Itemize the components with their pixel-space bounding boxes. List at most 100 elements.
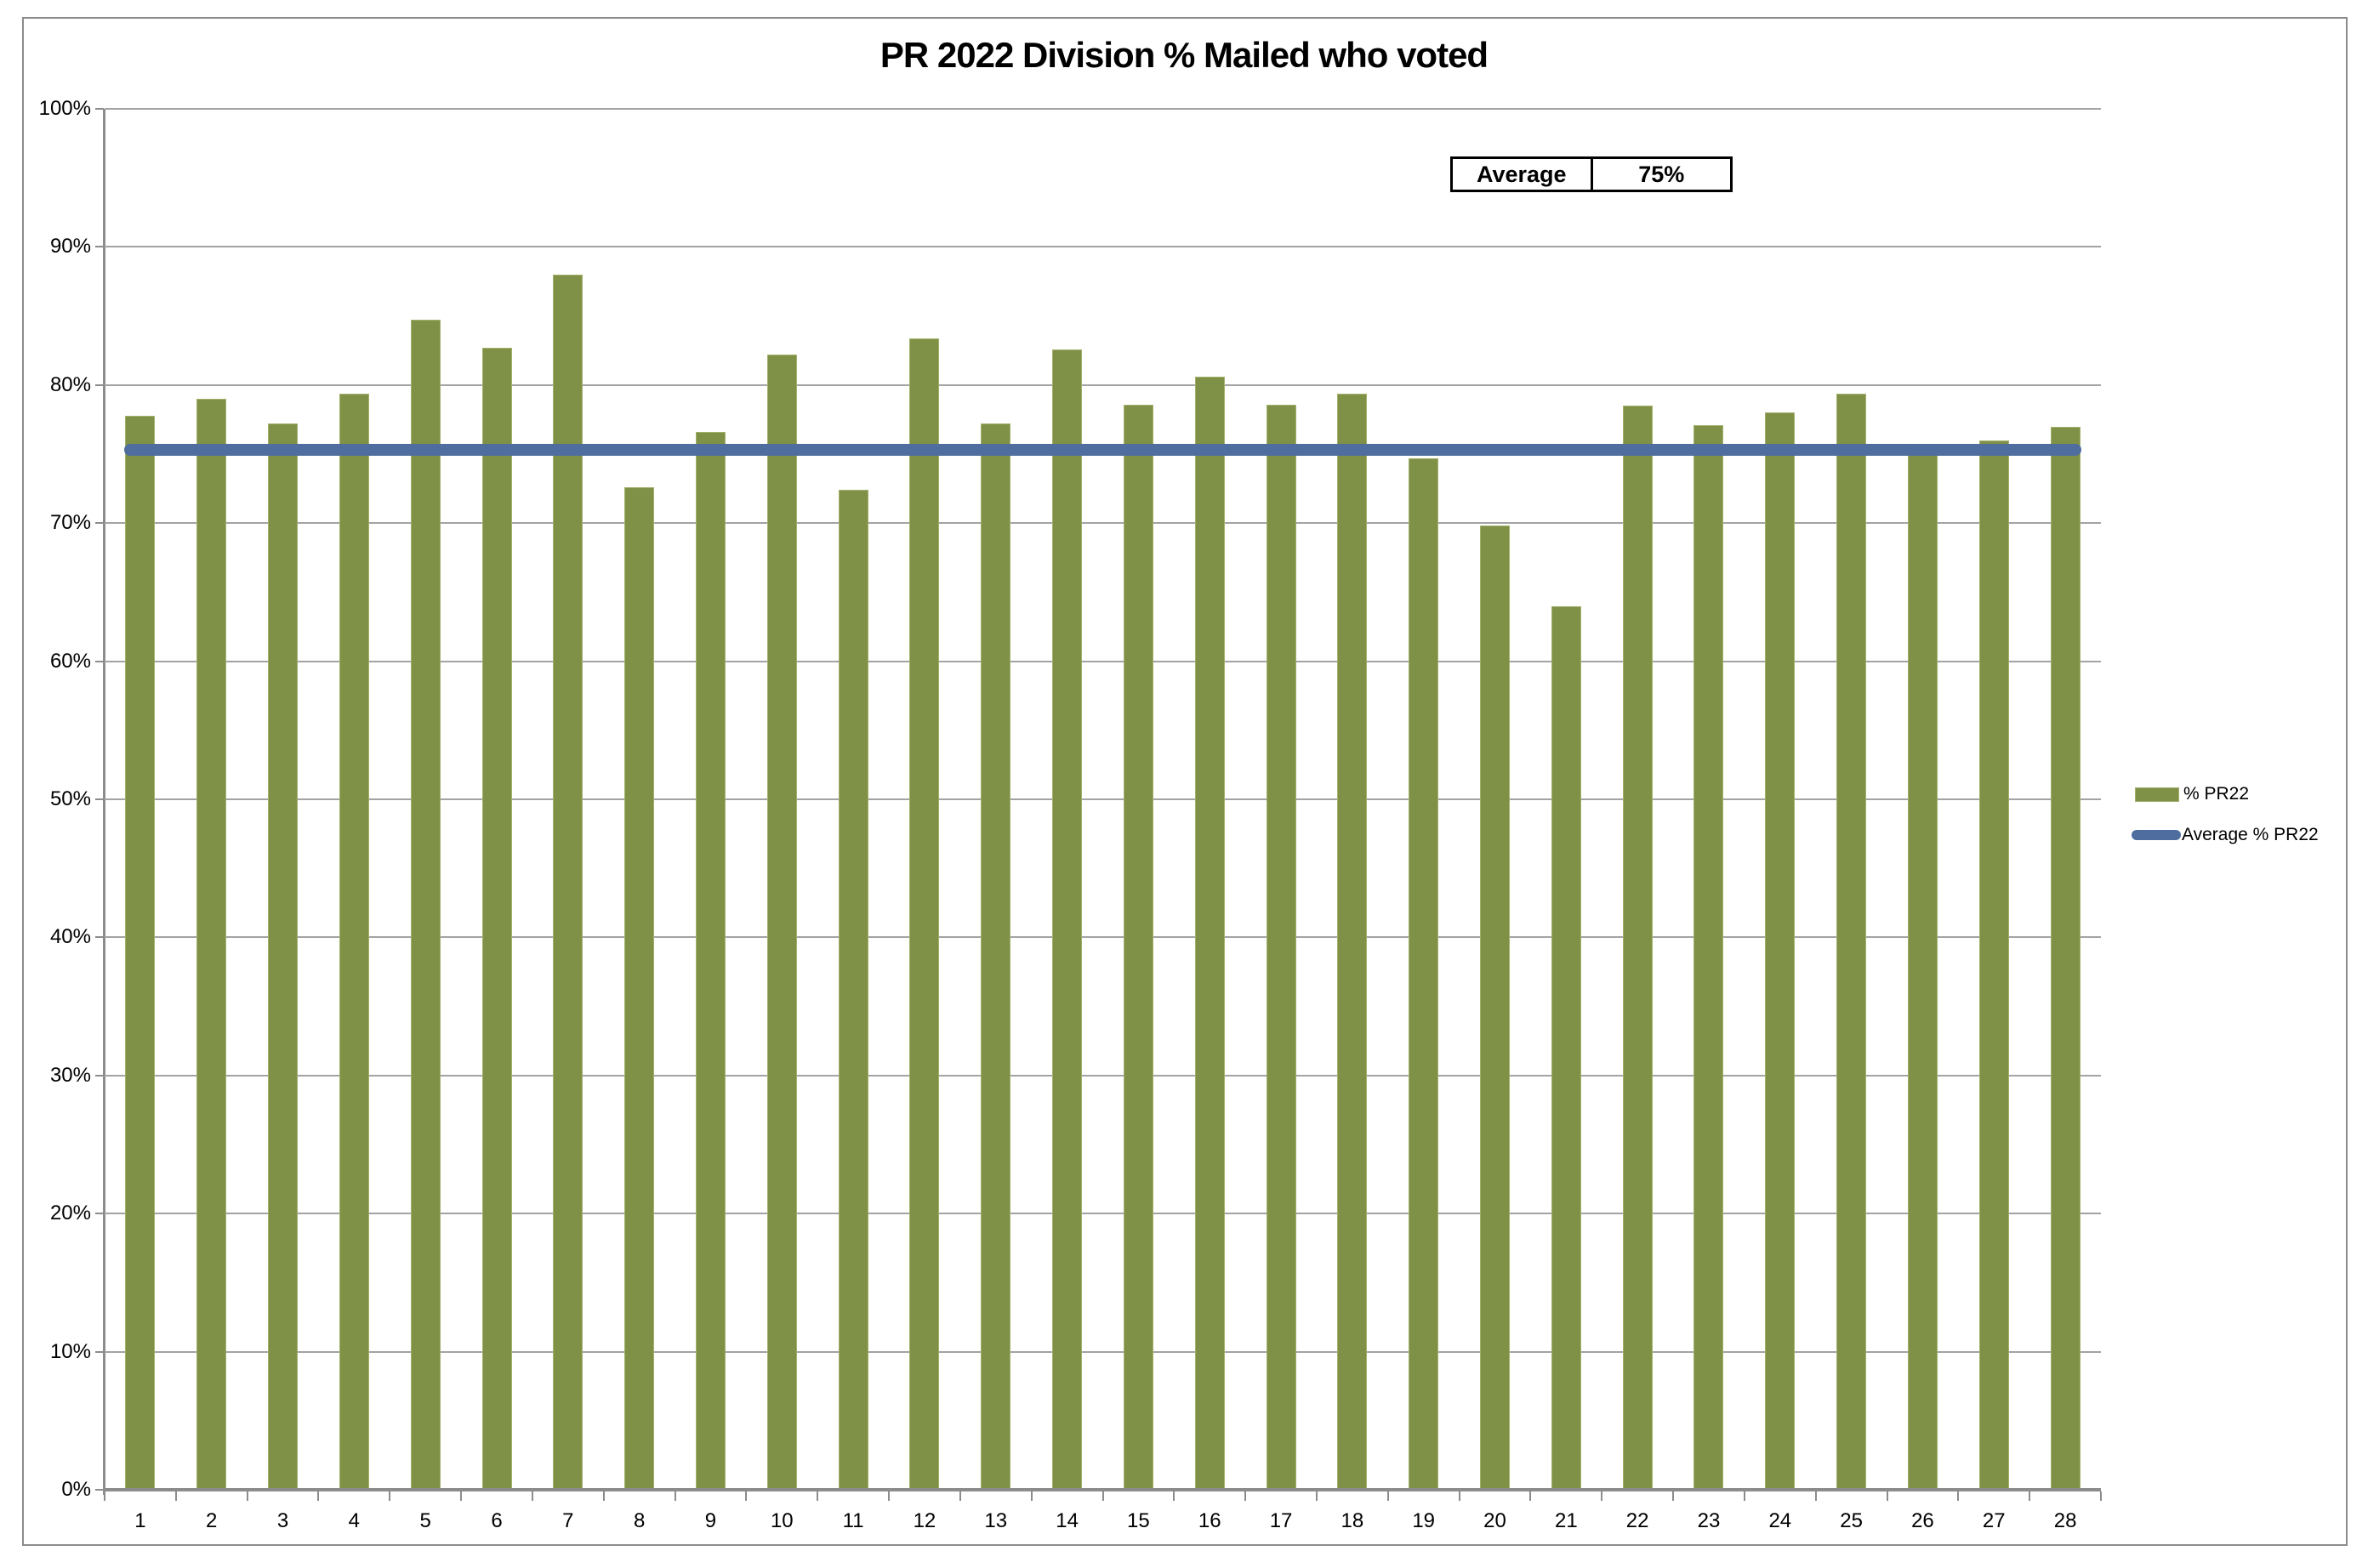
bar-division-5[interactable] [410, 320, 441, 1490]
y-axis-tick [95, 798, 104, 800]
bar-division-28[interactable] [2050, 426, 2081, 1490]
bar-division-17[interactable] [1266, 404, 1296, 1490]
x-axis-tick [1030, 1491, 1033, 1501]
gridline-80% [105, 383, 2101, 386]
gridline-60% [105, 660, 2101, 662]
x-axis-tick [817, 1491, 819, 1501]
x-axis-tick [1386, 1491, 1389, 1501]
bar-division-22[interactable] [1622, 406, 1653, 1490]
legend-item-average-pr22[interactable]: Average % PR22 [2132, 826, 2319, 844]
x-axis-label-19: 19 [1412, 1509, 1436, 1532]
x-axis-tick [1814, 1491, 1817, 1501]
y-axis-tick [95, 108, 104, 110]
x-axis-label-12: 12 [913, 1509, 936, 1532]
legend-item-pr22[interactable]: % PR22 [2135, 785, 2249, 804]
x-axis-tick [2029, 1491, 2031, 1501]
y-axis-label-50%: 50% [49, 787, 91, 810]
average-table-value-cell: 75% [1638, 161, 1685, 187]
x-axis-tick [531, 1491, 533, 1501]
x-axis-tick [745, 1491, 748, 1501]
y-axis-label-80%: 80% [49, 372, 91, 396]
x-axis-label-13: 13 [984, 1509, 1008, 1532]
bar-division-13[interactable] [981, 423, 1011, 1490]
bar-division-9[interactable] [695, 432, 726, 1490]
y-axis-tick [95, 936, 104, 939]
y-axis-tick [95, 1350, 104, 1353]
x-axis-tick [104, 1491, 105, 1501]
bar-division-10[interactable] [766, 355, 797, 1490]
bar-division-1[interactable] [125, 415, 156, 1490]
x-axis-tick [888, 1491, 891, 1501]
bar-series-swatch-icon [2135, 787, 2179, 802]
x-axis-label-27: 27 [1982, 1509, 2006, 1532]
x-axis-label-3: 3 [276, 1509, 289, 1532]
y-axis-line [103, 109, 105, 1495]
x-axis-label-18: 18 [1341, 1509, 1364, 1532]
x-axis-label-20: 20 [1483, 1509, 1506, 1532]
bar-division-16[interactable] [1194, 377, 1225, 1490]
x-axis-label-6: 6 [491, 1509, 503, 1532]
y-axis-label-70%: 70% [49, 511, 91, 535]
gridline-100% [105, 108, 2101, 110]
x-axis-tick [1173, 1491, 1175, 1501]
y-axis-label-90%: 90% [49, 235, 91, 258]
y-axis-tick [95, 660, 104, 662]
plot-area [105, 108, 2101, 1490]
bar-division-15[interactable] [1123, 404, 1153, 1490]
bar-division-27[interactable] [1978, 440, 2009, 1490]
x-axis-label-4: 4 [348, 1509, 361, 1532]
y-axis-tick [95, 1489, 104, 1491]
x-axis-label-24: 24 [1768, 1509, 1792, 1532]
x-axis-label-25: 25 [1840, 1509, 1863, 1532]
bar-division-19[interactable] [1409, 457, 1439, 1490]
average-line[interactable] [123, 444, 2082, 457]
bar-division-23[interactable] [1693, 424, 1724, 1490]
bar-division-20[interactable] [1480, 526, 1511, 1490]
average-table-label-cell: Average [1453, 159, 1593, 190]
x-axis-tick [959, 1491, 961, 1501]
gridline-30% [105, 1074, 2101, 1077]
x-axis-label-14: 14 [1056, 1509, 1079, 1532]
x-axis-tick [246, 1491, 248, 1501]
bar-division-7[interactable] [553, 274, 583, 1490]
bar-division-25[interactable] [1836, 393, 1867, 1490]
bar-division-21[interactable] [1551, 605, 1581, 1490]
x-axis-tick [1601, 1491, 1603, 1501]
x-axis-label-15: 15 [1127, 1509, 1150, 1532]
x-axis-tick [317, 1491, 320, 1501]
y-axis-label-40%: 40% [49, 925, 91, 949]
x-axis-label-5: 5 [419, 1509, 431, 1532]
x-axis-tick [1315, 1491, 1318, 1501]
bar-division-3[interactable] [268, 423, 299, 1490]
x-axis-tick [1957, 1491, 1960, 1501]
x-axis-label-26: 26 [1911, 1509, 1934, 1532]
bar-division-12[interactable] [909, 338, 940, 1490]
gridline-40% [105, 936, 2101, 939]
bar-division-6[interactable] [481, 347, 512, 1490]
x-axis-tick [602, 1491, 605, 1501]
x-axis-tick [1743, 1491, 1745, 1501]
bar-division-8[interactable] [624, 486, 655, 1490]
x-axis-tick [460, 1491, 463, 1501]
x-axis-tick [1101, 1491, 1104, 1501]
gridline-70% [105, 522, 2101, 525]
bar-division-11[interactable] [838, 490, 868, 1490]
chart-legend: % PR22 Average % PR22 [2123, 778, 2353, 855]
legend-label-pr22: % PR22 [2183, 784, 2250, 804]
y-axis-tick [95, 246, 104, 248]
x-axis-tick [389, 1491, 391, 1501]
bar-division-24[interactable] [1765, 412, 1796, 1490]
y-axis-label-60%: 60% [49, 649, 91, 673]
bar-division-26[interactable] [1907, 444, 1938, 1490]
chart-title[interactable]: PR 2022 Division % Mailed who voted [879, 35, 1489, 75]
bar-division-14[interactable] [1052, 349, 1083, 1490]
x-axis-tick [1458, 1491, 1460, 1501]
bar-division-4[interactable] [339, 393, 369, 1490]
x-axis-label-11: 11 [842, 1509, 864, 1532]
bar-division-2[interactable] [196, 399, 227, 1490]
x-axis-label-16: 16 [1198, 1509, 1221, 1532]
y-axis-tick [95, 522, 104, 525]
y-axis-label-10%: 10% [49, 1339, 91, 1363]
bar-division-18[interactable] [1337, 393, 1368, 1490]
y-axis-label-0%: 0% [61, 1478, 91, 1501]
